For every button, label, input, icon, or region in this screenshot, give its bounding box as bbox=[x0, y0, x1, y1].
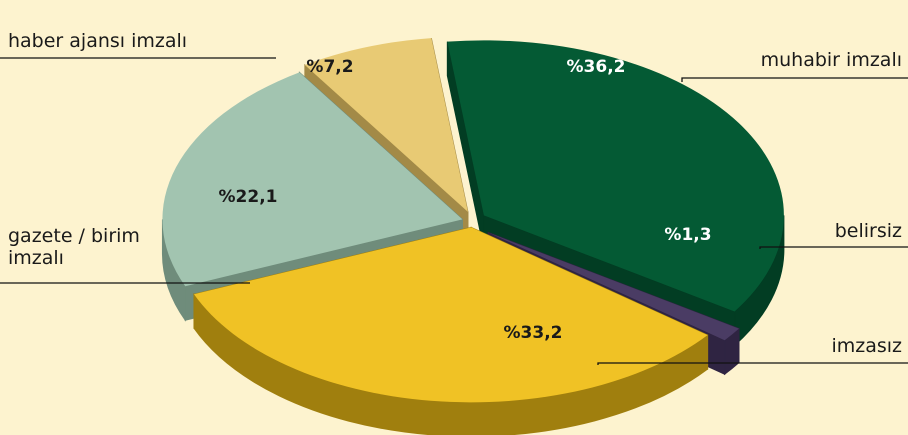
pie-slice-top bbox=[447, 40, 784, 312]
category-label: belirsiz bbox=[835, 220, 902, 242]
value-label: %1,3 bbox=[664, 225, 711, 245]
pie-slice-top bbox=[193, 227, 708, 403]
value-label: %36,2 bbox=[567, 57, 626, 77]
category-label: gazete / birim imzalı bbox=[8, 225, 140, 269]
leader-line bbox=[681, 77, 908, 82]
category-label: haber ajansı imzalı bbox=[8, 30, 187, 52]
value-label: %7,2 bbox=[306, 57, 353, 77]
value-label: %33,2 bbox=[504, 323, 563, 343]
pie-slice-2 bbox=[193, 226, 709, 435]
category-label: muhabir imzalı bbox=[761, 49, 902, 71]
pie-slice-top bbox=[304, 38, 468, 212]
pie-slice-top bbox=[162, 72, 463, 287]
category-label: imzasız bbox=[831, 335, 902, 357]
value-label: %22,1 bbox=[219, 187, 278, 207]
pie-slice-top bbox=[488, 232, 739, 341]
leader-line bbox=[597, 362, 908, 365]
pie-slice-wall bbox=[161, 219, 186, 322]
leader-line bbox=[759, 246, 908, 249]
